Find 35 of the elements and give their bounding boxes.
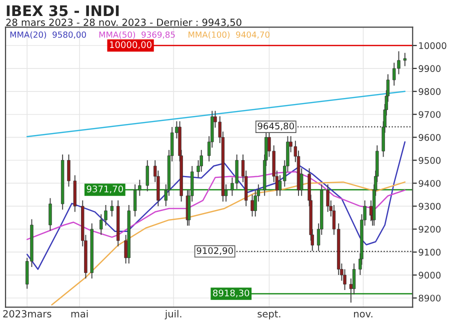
y-tick-label: 8900 [418, 294, 441, 302]
candlestick [326, 184, 330, 212]
chart-title: IBEX 35 - INDI [6, 5, 119, 16]
y-tick-label: 9000 [418, 272, 441, 279]
x-tick-label: sept. [258, 310, 280, 320]
candlestick [403, 52, 407, 67]
candlestick [146, 160, 149, 192]
ref-line-label: 9371,70 [86, 186, 123, 194]
line-series [26, 141, 406, 270]
candlestick [67, 154, 70, 188]
candlestick [48, 198, 52, 232]
ref-line-label: 8918,30 [213, 290, 250, 298]
chart-subtitle: 28 mars 2023 - 28 nov. 2023 - Dernier : 9943,50 [6, 18, 242, 27]
x-tick-label: nov. [354, 312, 372, 318]
y-tick-label: 9700 [418, 111, 441, 118]
y-tick-label: 9100 [418, 248, 441, 256]
candlestick [110, 200, 114, 217]
y-tick-label: 9800 [418, 88, 441, 95]
y-tick-label: 9400 [418, 180, 441, 187]
candlestick [250, 194, 254, 217]
text: MMA(100) 9404,70 [188, 31, 270, 39]
x-tick-label: 2023mars [3, 310, 52, 318]
x-tick-label: mai [71, 310, 88, 318]
y-tick-label: 9500 [418, 157, 441, 164]
text: MMA(50) 9369,85 [99, 31, 175, 39]
ref-line-label: 10000,00 [110, 41, 152, 50]
text: MMA(20) 9580,00 [10, 31, 86, 39]
y-tick-label: 9600 [418, 134, 441, 141]
y-tick-label: 9900 [418, 65, 441, 72]
y-tick-label: 9200 [418, 226, 441, 233]
y-tick-label: 9300 [418, 202, 441, 210]
ref-line-label: 9102,90 [196, 247, 233, 255]
y-tick-label: 10000 [419, 42, 446, 50]
ref-line-label: 9645,80 [258, 122, 294, 130]
x-tick-label: juil. [164, 310, 182, 320]
